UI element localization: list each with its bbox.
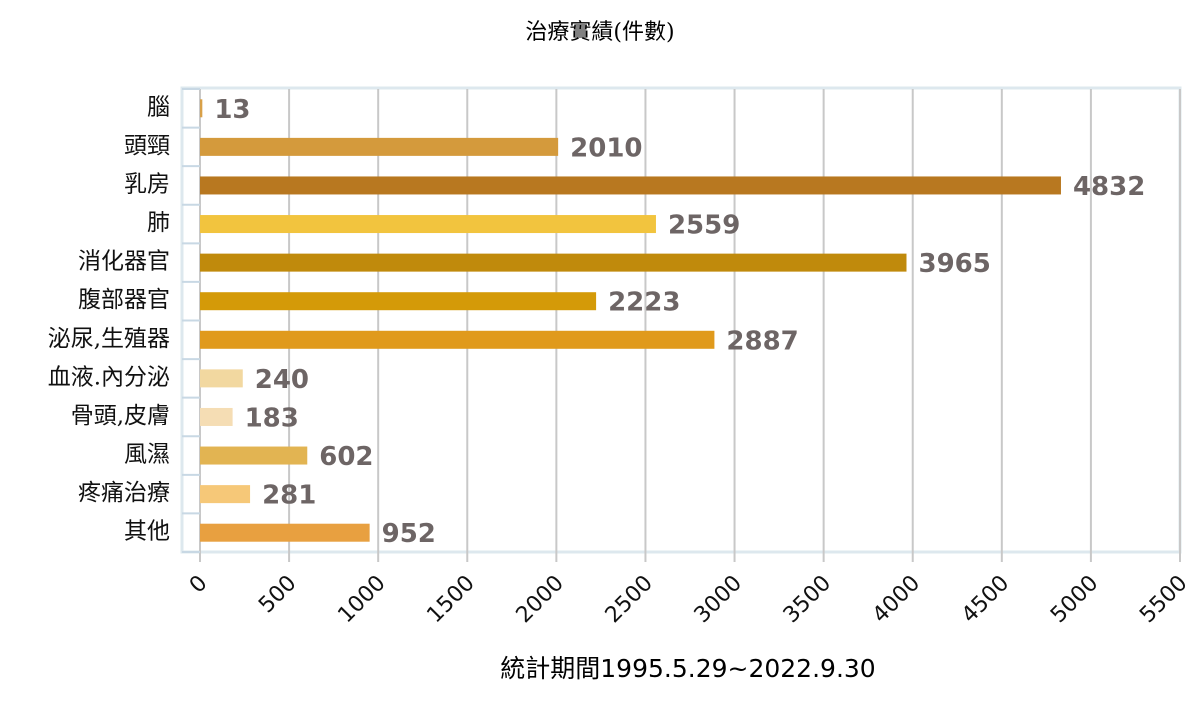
bar xyxy=(200,446,308,465)
bar xyxy=(200,215,656,234)
y-tick-label: 腦 xyxy=(147,94,170,120)
bar xyxy=(200,253,907,272)
value-label: 4832 xyxy=(1073,172,1145,202)
y-tick-label: 頭頸 xyxy=(124,133,170,159)
value-label: 602 xyxy=(319,442,373,472)
x-tick-label: 500 xyxy=(254,571,301,618)
x-tick-label: 0 xyxy=(185,571,213,599)
bar xyxy=(200,330,715,349)
bar xyxy=(200,407,233,426)
y-tick-label: 乳房 xyxy=(124,171,170,197)
value-label: 3965 xyxy=(918,249,990,279)
y-tick-label: 血液.內分泌 xyxy=(48,364,170,390)
x-tick-label: 5500 xyxy=(1135,571,1185,628)
y-tick-label: 泌尿,生殖器 xyxy=(48,326,170,352)
x-tick-label: 1000 xyxy=(333,571,390,628)
x-tick-label: 1500 xyxy=(422,571,479,628)
y-tick-label: 肺 xyxy=(147,210,170,236)
plot-frame xyxy=(180,86,1182,554)
y-tick-label: 腹部器官 xyxy=(78,287,170,313)
y-tick-label: 其他 xyxy=(124,519,170,545)
x-tick-label: 2500 xyxy=(601,571,658,628)
y-tick-label: 骨頭,皮膚 xyxy=(71,403,170,429)
bar xyxy=(200,176,1061,195)
value-label: 2010 xyxy=(570,133,642,163)
x-axis-label: 統計期間1995.5.29~2022.9.30 xyxy=(500,654,875,683)
x-tick-label: 5000 xyxy=(1046,571,1103,628)
value-label: 952 xyxy=(382,519,436,549)
bar xyxy=(200,292,597,311)
bar xyxy=(200,485,251,504)
value-label: 13 xyxy=(214,95,250,125)
value-label: 183 xyxy=(245,403,299,433)
x-tick-label: 3500 xyxy=(779,571,836,628)
value-label: 2559 xyxy=(668,211,740,241)
value-label: 2223 xyxy=(608,288,680,318)
bar xyxy=(200,523,370,542)
chart-title: 治療實績(件數) xyxy=(525,20,674,45)
y-tick-label: 消化器官 xyxy=(78,249,170,275)
x-tick-label: 2000 xyxy=(512,571,569,628)
x-tick-label: 4500 xyxy=(957,571,1014,628)
x-tick-label: 4000 xyxy=(868,571,925,628)
bar xyxy=(200,369,243,388)
y-tick-label: 疼痛治療 xyxy=(78,480,170,506)
y-tick-label: 風濕 xyxy=(124,442,170,468)
value-label: 240 xyxy=(255,365,309,395)
value-label: 281 xyxy=(262,481,316,511)
value-label: 2887 xyxy=(726,326,798,356)
bar xyxy=(200,99,203,118)
bar xyxy=(200,137,559,156)
x-tick-label: 3000 xyxy=(690,571,747,628)
